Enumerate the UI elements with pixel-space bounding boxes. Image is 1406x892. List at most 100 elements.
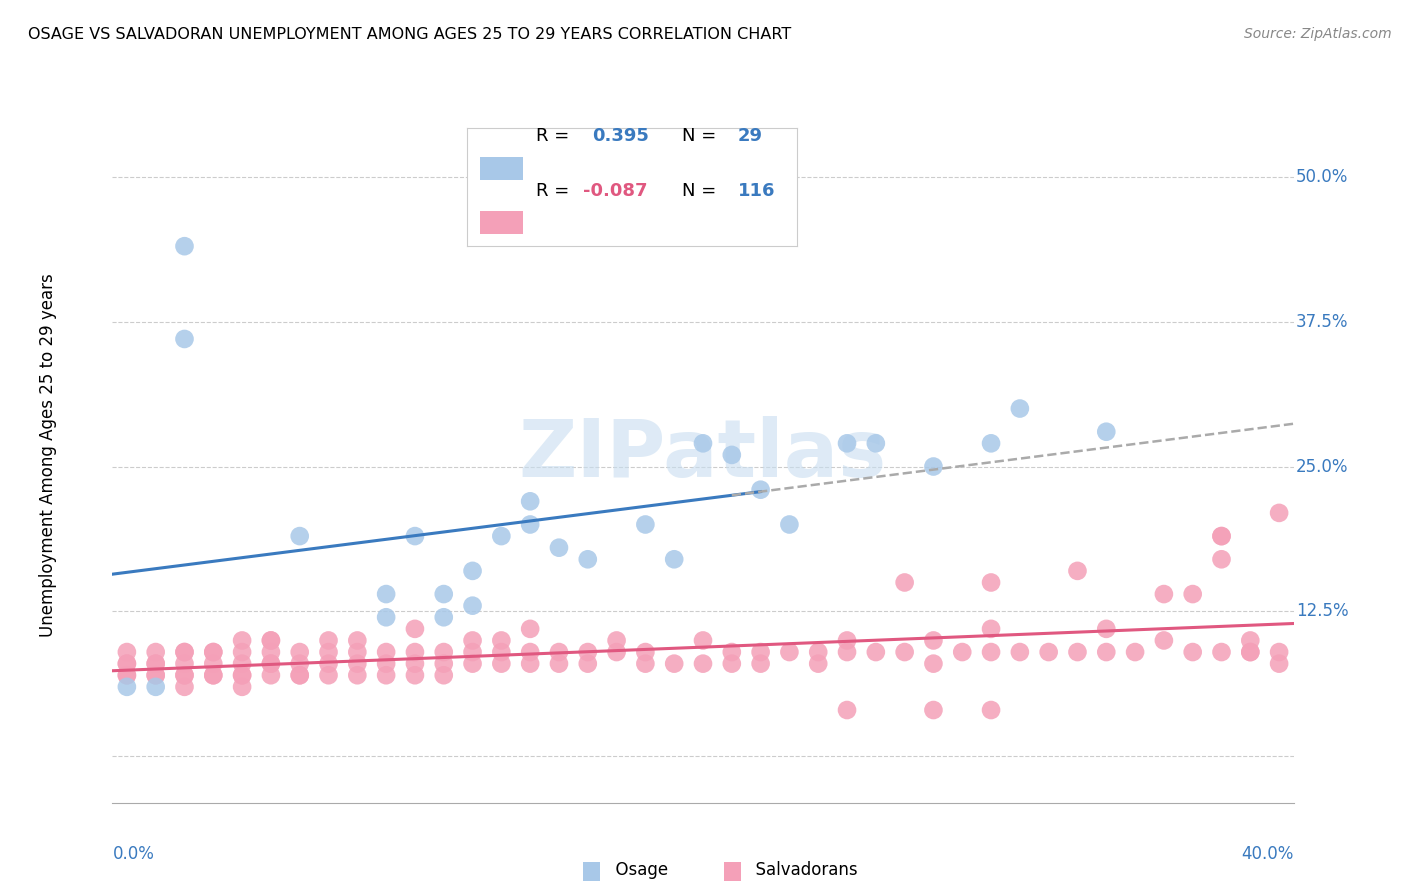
Point <box>720 448 742 462</box>
Point <box>202 657 225 671</box>
Point <box>433 668 456 682</box>
Point <box>404 657 426 671</box>
Point <box>115 657 138 671</box>
Point <box>893 645 915 659</box>
Point <box>922 459 945 474</box>
Text: 37.5%: 37.5% <box>1296 312 1348 331</box>
Point <box>778 517 800 532</box>
Point <box>720 645 742 659</box>
Point <box>1181 587 1204 601</box>
Point <box>519 622 541 636</box>
Point <box>491 657 513 671</box>
Point <box>1268 657 1291 671</box>
Point <box>145 657 167 671</box>
Point <box>548 645 571 659</box>
Point <box>980 575 1002 590</box>
Point <box>288 668 311 682</box>
Point <box>173 668 195 682</box>
Point <box>922 703 945 717</box>
Point <box>1239 633 1261 648</box>
Point <box>664 552 686 566</box>
Point <box>318 657 340 671</box>
Point <box>115 668 138 682</box>
Point <box>634 645 657 659</box>
Point <box>288 529 311 543</box>
Point <box>749 657 772 671</box>
Point <box>231 633 253 648</box>
Point <box>346 645 368 659</box>
Point <box>231 668 253 682</box>
Text: 40.0%: 40.0% <box>1241 845 1294 863</box>
Point <box>115 645 138 659</box>
Point <box>404 645 426 659</box>
Point <box>980 703 1002 717</box>
Point <box>692 436 714 450</box>
Point <box>202 645 225 659</box>
Point <box>145 657 167 671</box>
Point <box>749 483 772 497</box>
Point <box>576 657 599 671</box>
Point <box>491 645 513 659</box>
Point <box>288 668 311 682</box>
Point <box>404 668 426 682</box>
Point <box>260 633 283 648</box>
Point <box>835 703 858 717</box>
Point <box>519 494 541 508</box>
Point <box>346 657 368 671</box>
Point <box>433 610 456 624</box>
Point <box>491 633 513 648</box>
Text: Source: ZipAtlas.com: Source: ZipAtlas.com <box>1244 27 1392 41</box>
Point <box>1066 564 1088 578</box>
Point <box>1239 645 1261 659</box>
Point <box>634 657 657 671</box>
Point <box>231 680 253 694</box>
Point <box>634 517 657 532</box>
Text: Unemployment Among Ages 25 to 29 years: Unemployment Among Ages 25 to 29 years <box>38 273 56 637</box>
Point <box>1181 645 1204 659</box>
Point <box>173 645 195 659</box>
Point <box>835 436 858 450</box>
Point <box>720 657 742 671</box>
Point <box>664 657 686 671</box>
Point <box>1095 425 1118 439</box>
Point <box>375 587 398 601</box>
Point <box>461 633 484 648</box>
Point <box>576 552 599 566</box>
Text: ZIPatlas: ZIPatlas <box>519 416 887 494</box>
Point <box>491 529 513 543</box>
Point <box>807 645 830 659</box>
Point <box>461 564 484 578</box>
Point <box>375 668 398 682</box>
Point <box>548 657 571 671</box>
Point <box>1153 587 1175 601</box>
Point <box>404 622 426 636</box>
Point <box>202 668 225 682</box>
Point <box>145 668 167 682</box>
Point <box>1268 506 1291 520</box>
Point <box>865 436 887 450</box>
Point <box>346 668 368 682</box>
Point <box>749 645 772 659</box>
Point <box>173 657 195 671</box>
Point <box>980 622 1002 636</box>
Point <box>260 657 283 671</box>
Point <box>835 645 858 659</box>
Point <box>893 575 915 590</box>
Text: 25.0%: 25.0% <box>1296 458 1348 475</box>
Point <box>692 657 714 671</box>
Point <box>173 668 195 682</box>
Point <box>145 645 167 659</box>
Point <box>173 332 195 346</box>
Point <box>1268 645 1291 659</box>
Point <box>519 657 541 671</box>
Point <box>461 645 484 659</box>
Text: 12.5%: 12.5% <box>1296 602 1348 621</box>
Point <box>1239 645 1261 659</box>
Point <box>461 657 484 671</box>
Point <box>145 668 167 682</box>
Point <box>375 645 398 659</box>
Point <box>375 610 398 624</box>
Point <box>260 633 283 648</box>
Point <box>1211 529 1233 543</box>
Point <box>1008 401 1031 416</box>
